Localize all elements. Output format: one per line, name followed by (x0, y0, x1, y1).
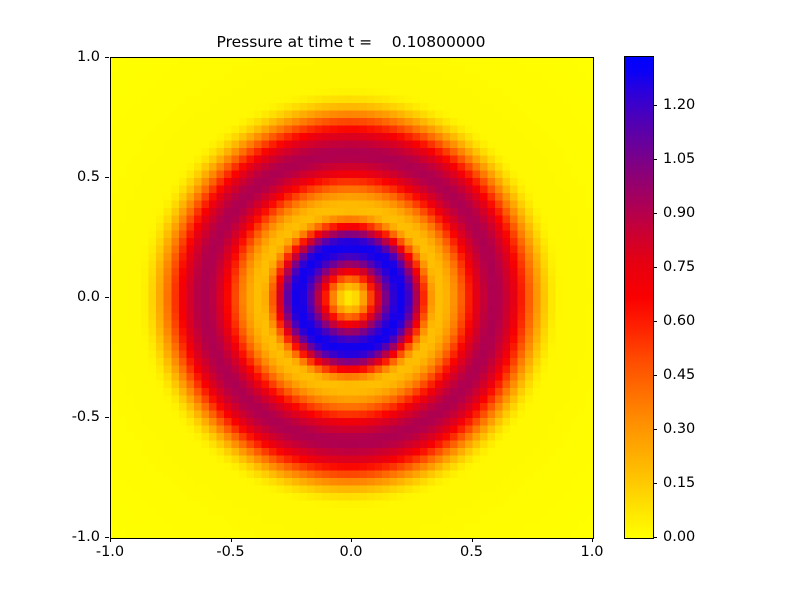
page-title: Pressure at time t = 0.10800000 (216, 33, 486, 51)
y-tick-mark (105, 537, 109, 538)
x-tick-label: 0.5 (459, 544, 484, 560)
colorbar-tick-mark (653, 104, 657, 106)
y-tick-label: 1.0 (76, 49, 100, 65)
colorbar-tick-label: 1.05 (663, 150, 696, 167)
colorbar-tick-mark (653, 266, 657, 268)
x-tick-mark (110, 538, 111, 542)
y-tick-mark (105, 417, 109, 418)
pressure-field-heatmap (111, 58, 593, 538)
colorbar-tick-mark (653, 482, 657, 484)
colorbar-tick-label: 0.30 (663, 420, 696, 437)
colorbar[interactable] (624, 56, 654, 539)
colorbar-tick-mark (653, 537, 657, 538)
colorbar-tick-mark (653, 158, 657, 160)
y-tick-mark (105, 57, 109, 58)
colorbar-tick-mark (653, 212, 657, 214)
colorbar-tick-label: 1.20 (663, 96, 696, 113)
x-tick-mark (471, 538, 473, 542)
colorbar-tick-label: 0.75 (663, 258, 696, 275)
x-tick-mark (592, 538, 593, 542)
colorbar-tick-label: 0.00 (663, 529, 696, 545)
x-tick-mark (351, 538, 352, 542)
y-tick-label: 0.5 (76, 169, 100, 185)
y-tick-label: 0.0 (76, 289, 100, 305)
colorbar-tick-label: 0.90 (663, 204, 696, 221)
colorbar-tick-label: 0.45 (663, 366, 696, 383)
colorbar-tick-mark (653, 428, 657, 430)
colorbar-gradient (625, 57, 653, 538)
x-tick-label: 1.0 (580, 544, 604, 560)
colorbar-tick-label: 0.15 (663, 474, 696, 491)
colorbar-tick-mark (653, 320, 657, 322)
x-tick-label: -0.5 (216, 544, 245, 560)
heatmap-axes[interactable] (110, 57, 594, 539)
y-tick-mark (105, 297, 109, 298)
x-tick-label: -1.0 (95, 544, 125, 560)
y-tick-mark (105, 177, 109, 178)
colorbar-tick-mark (653, 374, 657, 376)
y-tick-label: -0.5 (71, 409, 100, 425)
x-tick-mark (230, 538, 232, 542)
y-tick-label: -1.0 (71, 529, 100, 545)
x-tick-label: 0.0 (339, 544, 363, 560)
colorbar-tick-label: 0.60 (663, 312, 696, 329)
